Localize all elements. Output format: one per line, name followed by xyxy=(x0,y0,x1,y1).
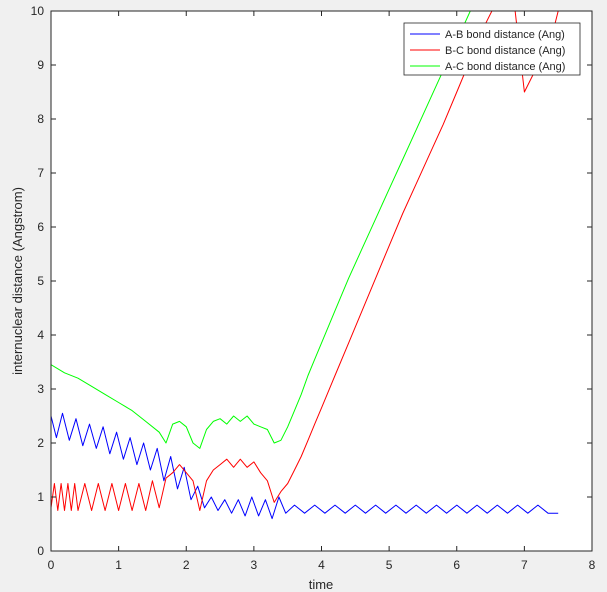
y-tick-label: 8 xyxy=(37,112,44,126)
y-tick-label: 7 xyxy=(37,166,44,180)
x-tick-label: 7 xyxy=(521,558,528,572)
y-axis-label: internuclear distance (Angstrom) xyxy=(10,187,25,375)
y-axis: 0 1 2 3 4 5 6 7 8 9 10 xyxy=(31,4,592,558)
legend-entries: A-B bond distance (Ang) B-C bond distance… xyxy=(410,29,565,73)
plot-area xyxy=(51,11,592,551)
x-tick-label: 2 xyxy=(183,558,190,572)
x-tick-label: 0 xyxy=(48,558,55,572)
y-tick-label: 10 xyxy=(31,4,45,18)
y-tick-label: 0 xyxy=(37,544,44,558)
y-tick-label: 4 xyxy=(37,328,44,342)
x-tick-label: 3 xyxy=(251,558,258,572)
legend: A-B bond distance (Ang) B-C bond distance… xyxy=(403,22,581,76)
x-tick-label: 4 xyxy=(318,558,325,572)
y-tick-label: 1 xyxy=(37,490,44,504)
y-tick-label: 2 xyxy=(37,436,44,450)
y-tick-label: 3 xyxy=(37,382,44,396)
y-tick-label: 5 xyxy=(37,274,44,288)
y-tick-label: 6 xyxy=(37,220,44,234)
legend-label-1: A-B bond distance (Ang) xyxy=(445,29,565,41)
series-line-2 xyxy=(51,11,559,511)
x-tick-label: 8 xyxy=(589,558,596,572)
x-axis-label: time xyxy=(309,577,334,592)
x-axis: 0 1 2 3 4 5 6 7 8 xyxy=(48,11,596,572)
x-tick-label: 5 xyxy=(386,558,393,572)
x-tick-label: 1 xyxy=(115,558,122,572)
x-tick-label: 6 xyxy=(453,558,460,572)
series-line-1 xyxy=(51,412,559,520)
legend-label-3: A-C bond distance (Ang) xyxy=(445,61,565,73)
legend-label-2: B-C bond distance (Ang) xyxy=(445,45,565,57)
y-tick-label: 9 xyxy=(37,58,44,72)
